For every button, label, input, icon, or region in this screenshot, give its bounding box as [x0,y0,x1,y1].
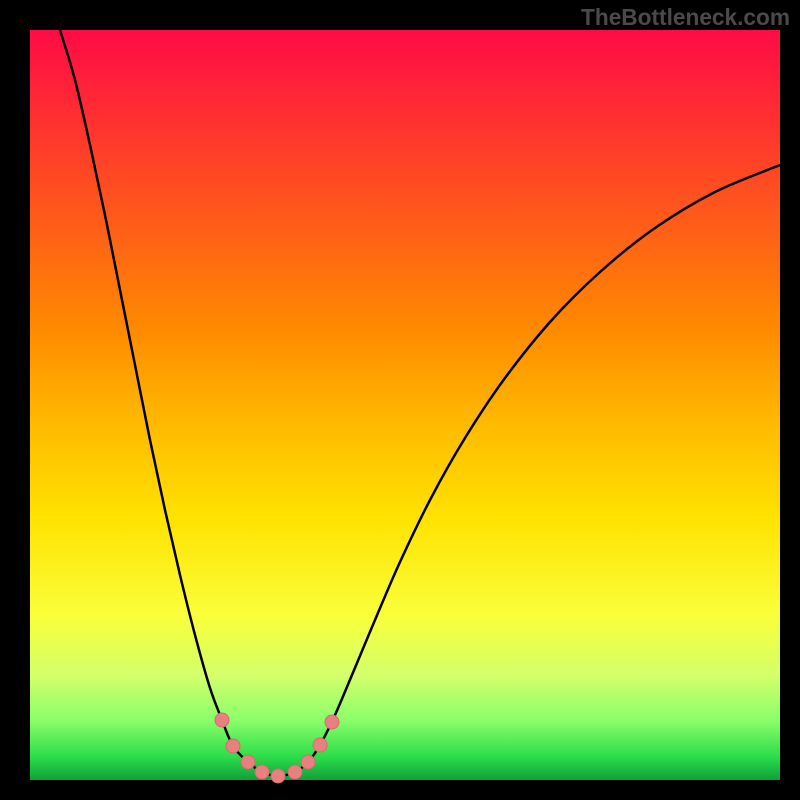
watermark-text: TheBottleneck.com [581,4,790,31]
chart-outer: TheBottleneck.com [0,0,800,800]
plot-area [30,30,780,780]
